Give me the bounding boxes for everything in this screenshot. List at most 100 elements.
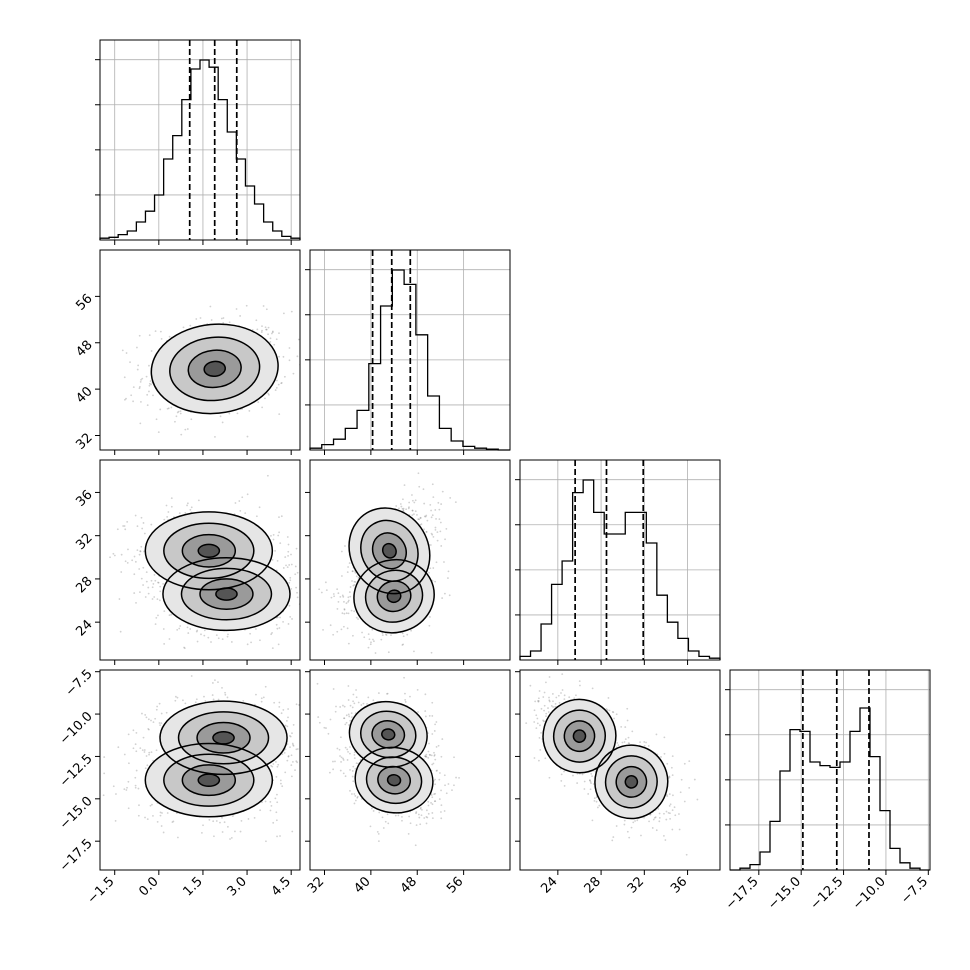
contour-line [163,522,255,580]
x-tick-label: −7.5 [898,874,931,907]
contour-line [371,720,406,749]
x-tick-label: 40 [351,874,373,896]
x-tick-label: 1.5 [181,874,206,899]
contour-line [360,519,419,582]
panel-frame [309,249,511,451]
y-tick-label: −12.5 [57,751,96,790]
contour-line [381,542,397,559]
panel-frame [309,459,511,661]
contour-line [542,698,617,774]
contour-line [169,336,261,402]
contour-line [377,765,411,795]
x-tick-label: 32 [305,874,327,896]
contour-line [353,558,435,634]
density-level [198,774,220,787]
x-tick-label: −12.5 [808,874,847,913]
x-tick-label: 32 [625,874,647,896]
contour-line [215,587,238,601]
density-level [625,775,638,788]
x-tick-label: −17.5 [723,874,762,913]
x-tick-label: −15.0 [765,874,804,913]
x-tick-label: 3.0 [225,874,250,899]
contour-line [572,729,587,743]
scatter-panel-1-0 [95,249,301,455]
density-level [573,730,586,743]
y-tick-label: −17.5 [57,836,96,875]
histogram-line [309,269,510,451]
panel-frame [309,669,511,871]
x-tick-label: 56 [444,874,466,896]
y-tick-label: 28 [73,574,95,596]
panel-frame [99,459,301,661]
contour-line [371,532,407,570]
x-tick-label: 36 [668,874,690,896]
contour-line [199,578,254,610]
density-level [198,544,220,558]
contour-line [181,533,237,568]
panel-frame [519,669,721,871]
density-level [204,361,226,377]
panel-frame [99,249,301,451]
density-level [215,588,238,601]
y-tick-label: −7.5 [63,667,96,700]
contour-line [354,746,434,814]
histogram-line [99,59,301,240]
scatter-panel-3-0 [95,669,301,875]
x-tick-label: 24 [538,874,560,896]
y-tick-label: 36 [73,487,95,509]
scatter-panel-2-0 [95,459,301,665]
contour-line [177,711,270,765]
contour-line [552,709,606,763]
contour-line [159,700,288,776]
contour-line [150,323,279,415]
histogram-panel-1 [305,249,511,455]
x-tick-label: −10.0 [850,874,889,913]
contour-line [615,765,648,798]
histogram-panel-0 [95,39,301,245]
contour-line [348,700,428,768]
scatter-panel-3-2 [515,669,721,875]
y-tick-label: 32 [73,431,95,453]
contour-line [197,543,221,559]
x-tick-label: 0.0 [136,874,161,899]
histogram-panel-2 [515,459,721,665]
panel-frame [99,669,301,871]
contour-line [162,556,291,632]
y-tick-label: −15.0 [57,794,96,833]
contour-line [365,756,423,805]
scatter-panel-2-1 [305,459,511,665]
panel-frame [99,39,301,241]
y-tick-label: 32 [73,531,95,553]
y-tick-label: −10.0 [57,709,96,748]
contour-line [197,773,221,788]
contour-line [212,730,235,745]
contour-line [144,742,274,818]
x-tick-label: 28 [582,874,604,896]
y-tick-label: 56 [73,291,95,313]
contour-line [604,755,658,809]
density-level [387,774,401,786]
contour-line [364,569,424,623]
histogram-panel-3 [725,669,931,875]
contour-line [187,349,242,389]
panel-frame [729,669,931,871]
x-tick-label: 4.5 [269,874,294,899]
histogram-line [730,707,930,871]
contour-line [624,775,639,789]
y-tick-label: 40 [73,384,95,406]
contour-line [144,511,274,591]
contour-line [181,764,237,797]
density-level [382,543,397,558]
y-tick-label: 24 [73,617,95,639]
density-level [212,731,235,744]
contour-line [203,360,227,378]
histogram-line [519,479,721,660]
x-tick-label: −1.5 [85,874,118,907]
contour-line [381,728,396,741]
contour-line [376,580,412,613]
contour-line [163,753,255,807]
contour-line [386,773,402,787]
contour-line [563,720,596,753]
contour-line [348,507,431,595]
